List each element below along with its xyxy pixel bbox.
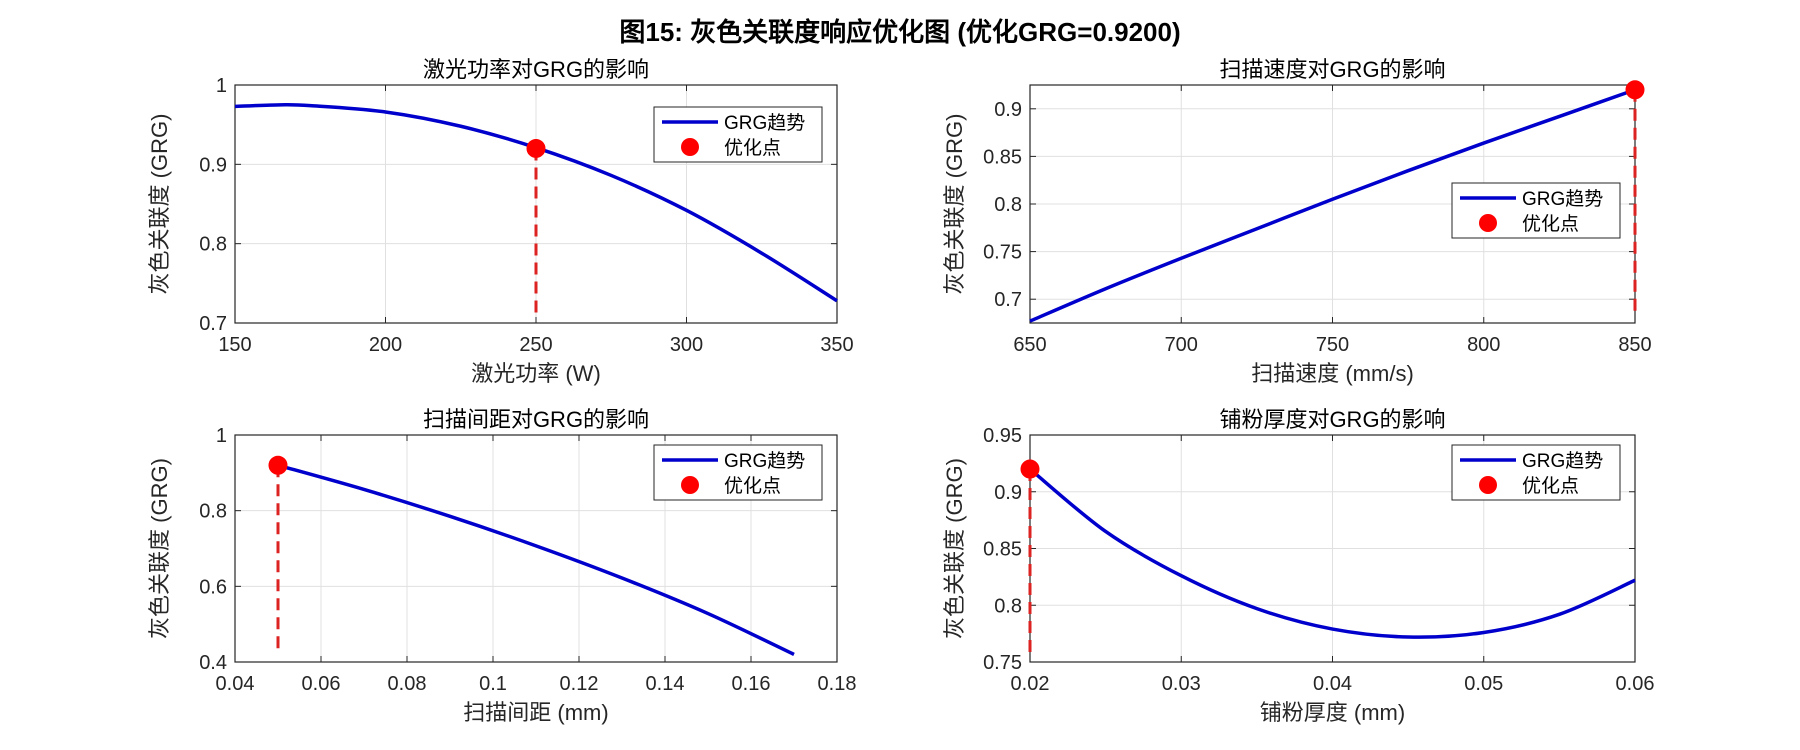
y-tick-label: 1 [216, 425, 227, 447]
x-tick-label: 300 [670, 334, 703, 356]
x-tick-label: 150 [218, 334, 251, 356]
subplot-1: 150 200 250 300 350 0.7 0.8 0.9 1 激光功率对GRG的影响激光功率… [147, 57, 854, 386]
legend-label-trend: GRG趋势 [1522, 188, 1603, 210]
y-tick-label: 0.7 [199, 313, 227, 335]
optimum-point [1625, 80, 1645, 100]
x-tick-label: 700 [1165, 334, 1198, 356]
subplot-title: 扫描间距对GRG的影响 [423, 407, 649, 432]
grg-trend-line [277, 463, 795, 657]
x-tick-label: 0.04 [216, 673, 255, 695]
y-tick-label: 0.85 [983, 539, 1022, 561]
y-tick-label: 0.95 [983, 425, 1022, 447]
y-tick-label: 0.9 [994, 99, 1022, 121]
x-tick-label: 750 [1316, 334, 1349, 356]
x-axis-label: 扫描间距 (mm) [463, 700, 608, 725]
subplot-title: 扫描速度对GRG的影响 [1219, 57, 1445, 82]
x-tick-label: 850 [1618, 334, 1651, 356]
legend-label-optimum: 优化点 [1522, 213, 1579, 235]
x-tick-label: 0.12 [560, 673, 599, 695]
x-axis-label: 扫描速度 (mm/s) [1251, 361, 1414, 386]
y-tick-label: 0.75 [983, 242, 1022, 264]
optimum-point [268, 455, 288, 475]
y-tick-label: 0.8 [199, 234, 227, 256]
x-tick-label: 0.05 [1464, 673, 1503, 695]
x-tick-label: 0.04 [1313, 673, 1352, 695]
subplot-4: 0.02 0.03 0.04 0.05 0.06 0.75 0.8 0.85 0.9 0.95 铺粉… [942, 407, 1654, 725]
x-axis-label: 铺粉厚度 (mm) [1260, 700, 1405, 725]
legend-box [1451, 182, 1621, 239]
grg-trend-line [234, 102, 838, 303]
legend-point-swatch [681, 476, 699, 494]
legend-point-swatch [1479, 214, 1497, 232]
x-tick-label: 0.18 [818, 673, 857, 695]
x-tick-label: 0.06 [302, 673, 341, 695]
grg-trend-line [1028, 467, 1636, 639]
y-tick-label: 0.8 [199, 501, 227, 523]
y-tick-label: 0.9 [199, 154, 227, 176]
x-tick-label: 200 [369, 334, 402, 356]
x-tick-label: 0.06 [1616, 673, 1655, 695]
y-tick-label: 0.75 [983, 652, 1022, 674]
optimum-point [526, 138, 546, 158]
y-tick-label: 1 [216, 75, 227, 97]
x-tick-label: 0.02 [1011, 673, 1050, 695]
x-axis-label: 激光功率 (W) [471, 361, 601, 386]
legend-label-trend: GRG趋势 [724, 450, 805, 472]
y-axis-label: 灰色关联度 (GRG) [147, 114, 172, 295]
optimum-point [1020, 459, 1040, 479]
y-axis-label: 灰色关联度 (GRG) [942, 114, 967, 295]
legend-box [653, 106, 823, 163]
y-tick-label: 0.6 [199, 576, 227, 598]
y-tick-label: 0.85 [983, 146, 1022, 168]
legend-point-swatch [681, 138, 699, 156]
subplot-3: 0.04 0.06 0.08 0.1 0.12 0.14 0.16 0.18 0.4 0.6 0.8… [147, 407, 856, 725]
y-axis-label: 灰色关联度 (GRG) [942, 458, 967, 639]
legend-point-swatch [1479, 476, 1497, 494]
figure-title: 图15: 灰色关联度响应优化图 (优化GRG=0.9200) [619, 17, 1181, 47]
legend-box [653, 444, 823, 501]
subplot-2: 650 700 750 800 850 0.7 0.75 0.8 0.85 0.9 扫描速度对GRG… [942, 57, 1652, 386]
axes-box [234, 434, 838, 663]
x-tick-label: 250 [519, 334, 552, 356]
x-tick-label: 800 [1467, 334, 1500, 356]
grg-trend-line [1029, 88, 1636, 323]
y-tick-label: 0.7 [994, 289, 1022, 311]
x-tick-label: 350 [820, 334, 853, 356]
x-tick-label: 0.08 [388, 673, 427, 695]
legend-label-optimum: 优化点 [1522, 475, 1579, 497]
legend-label-optimum: 优化点 [724, 137, 781, 159]
legend-label-trend: GRG趋势 [724, 112, 805, 134]
x-tick-label: 0.14 [646, 673, 685, 695]
y-tick-label: 0.8 [994, 194, 1022, 216]
y-tick-label: 0.8 [994, 595, 1022, 617]
x-tick-label: 0.03 [1162, 673, 1201, 695]
x-tick-label: 650 [1013, 334, 1046, 356]
y-axis-label: 灰色关联度 (GRG) [147, 458, 172, 639]
subplot-title: 激光功率对GRG的影响 [423, 57, 649, 82]
x-tick-label: 0.16 [732, 673, 771, 695]
legend-label-trend: GRG趋势 [1522, 450, 1603, 472]
y-tick-label: 0.4 [199, 652, 227, 674]
y-tick-label: 0.9 [994, 482, 1022, 504]
subplot-title: 铺粉厚度对GRG的影响 [1219, 407, 1445, 432]
legend-box [1451, 444, 1621, 501]
legend-label-optimum: 优化点 [724, 475, 781, 497]
x-tick-label: 0.1 [479, 673, 507, 695]
